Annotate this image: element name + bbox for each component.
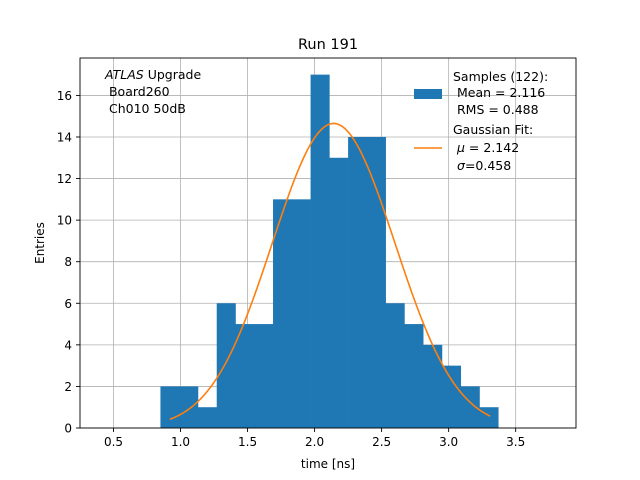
y-tick-label: 10 xyxy=(57,214,72,228)
annotation-line-2: Board260 xyxy=(105,84,170,99)
y-tick-label: 12 xyxy=(57,172,72,186)
x-tick-label: 2.5 xyxy=(372,435,391,449)
x-tick-label: 3.0 xyxy=(439,435,458,449)
histogram-bar xyxy=(404,324,424,428)
histogram-bar xyxy=(423,344,443,428)
y-tick-label: 2 xyxy=(64,380,72,394)
histogram-bar xyxy=(179,386,199,428)
histogram-bar xyxy=(479,407,499,428)
annotation-atlas: ATLAS xyxy=(104,67,144,82)
histogram-bar xyxy=(216,303,236,428)
legend-sigma-symbol: σ xyxy=(457,158,466,173)
plot-frame xyxy=(79,57,577,429)
histogram-bar xyxy=(441,365,462,428)
histogram-bars xyxy=(160,74,499,429)
legend-samples-line-1: Samples (122): xyxy=(453,69,548,84)
histogram-bar xyxy=(291,199,311,428)
x-tick-label: 1.0 xyxy=(171,435,190,449)
x-tick-label: 3.5 xyxy=(506,435,525,449)
histogram-bar xyxy=(329,157,349,429)
histogram-bar xyxy=(273,199,293,428)
x-axis-label: time [ns] xyxy=(301,457,355,471)
y-tick-label: 16 xyxy=(57,89,72,103)
x-axis-ticks: 0.5 1.0 1.5 2.0 2.5 3.0 3.5 xyxy=(104,428,525,449)
y-tick-label: 8 xyxy=(64,255,72,269)
y-tick-label: 6 xyxy=(64,297,72,311)
annotation-upgrade: Upgrade xyxy=(144,67,202,82)
histogram-bar xyxy=(160,386,180,428)
legend-samples-line-2: Mean = 2.116 xyxy=(453,85,545,100)
x-tick-label: 2.0 xyxy=(305,435,324,449)
annotation-box: ATLAS Upgrade Board260 Ch010 50dB xyxy=(104,67,201,116)
legend-fit-title: Gaussian Fit: xyxy=(453,122,533,137)
histogram-bar xyxy=(310,74,330,428)
legend-mu-value: = 2.142 xyxy=(465,140,519,155)
legend-samples-line-3: RMS = 0.488 xyxy=(453,102,539,117)
y-tick-label: 4 xyxy=(64,338,72,352)
y-tick-label: 0 xyxy=(64,422,72,436)
legend-fit-sigma: σ=0.458 xyxy=(457,158,511,173)
histogram-bar xyxy=(254,324,274,428)
legend-mu-symbol: μ xyxy=(456,140,465,155)
histogram-bar xyxy=(348,136,368,428)
legend-sigma-value: =0.458 xyxy=(465,158,511,173)
annotation-line-1: ATLAS Upgrade xyxy=(104,67,201,82)
y-axis-label: Entries xyxy=(33,222,47,264)
gaussian-fit-curve xyxy=(169,122,491,421)
histogram-bar xyxy=(235,324,255,428)
x-tick-label: 1.5 xyxy=(238,435,257,449)
y-axis-ticks: 0 2 4 6 8 10 12 14 16 xyxy=(57,89,80,436)
y-tick-label: 14 xyxy=(57,130,72,144)
legend-fit-mu: μ = 2.142 xyxy=(456,140,519,155)
chart-title: Run 191 xyxy=(298,37,358,53)
legend: Samples (122): Mean = 2.116 RMS = 0.488 … xyxy=(414,69,548,173)
legend-samples-swatch xyxy=(414,89,442,99)
histogram-bar xyxy=(366,136,386,428)
x-tick-label: 0.5 xyxy=(104,435,123,449)
histogram-bar xyxy=(385,303,405,428)
annotation-line-3: Ch010 50dB xyxy=(105,101,186,116)
histogram-bar xyxy=(197,407,218,428)
